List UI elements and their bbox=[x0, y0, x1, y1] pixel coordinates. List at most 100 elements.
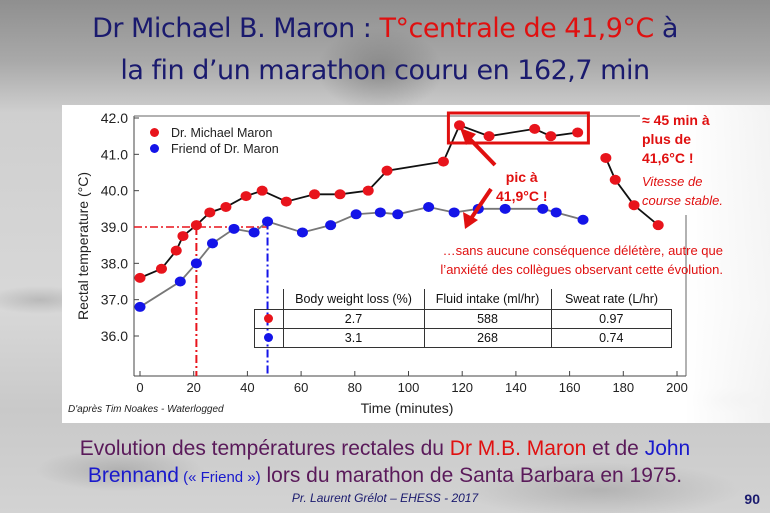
table-header-empty bbox=[255, 289, 284, 310]
annotation-line: pic à bbox=[505, 169, 538, 185]
friend-data-point bbox=[374, 207, 386, 218]
peak-annotation: pic à 41,9°C ! bbox=[496, 168, 548, 206]
maron-data-point bbox=[334, 189, 346, 200]
maron-data-point bbox=[529, 123, 541, 134]
annotation-line: Vitesse de bbox=[642, 174, 703, 189]
legend-item-maron: Dr. Michael Maron bbox=[150, 125, 279, 141]
maron-data-point bbox=[362, 185, 374, 196]
friend-data-point bbox=[448, 207, 460, 218]
caption-line-2: Brennand (« Friend ») lors du marathon d… bbox=[0, 462, 770, 491]
y-tick-label: 38.0 bbox=[101, 255, 128, 271]
friend-data-point bbox=[350, 209, 362, 220]
caption-text: Evolution des températures rectales du bbox=[79, 437, 450, 460]
table-header-row: Body weight loss (%) Fluid intake (ml/hr… bbox=[255, 289, 672, 310]
maron-data-point bbox=[628, 200, 640, 211]
friend-data-point bbox=[134, 301, 146, 312]
friend-data-point bbox=[392, 209, 404, 220]
title-line-1: Dr Michael B. Maron : T°centrale de 41,9… bbox=[0, 8, 770, 50]
title-highlight: T°centrale de 41,9°C bbox=[379, 13, 654, 44]
x-tick-label: 20 bbox=[186, 380, 200, 395]
maron-post-race-line bbox=[605, 157, 659, 226]
x-tick-label: 140 bbox=[505, 380, 527, 395]
annotation-line: plus de bbox=[642, 131, 692, 147]
table-cell: 2.7 bbox=[282, 309, 425, 329]
annotation-line: 41,9°C ! bbox=[496, 188, 548, 204]
y-axis-label: Rectal temperature (°C) bbox=[75, 172, 91, 320]
consequence-note: …sans aucune conséquence délétère, autre… bbox=[345, 241, 723, 279]
friend-data-point bbox=[262, 216, 274, 227]
maron-data-point bbox=[309, 189, 321, 200]
table-header: Body weight loss (%) bbox=[282, 289, 424, 310]
y-tick-label: 40.0 bbox=[101, 183, 128, 199]
title-text-end: à bbox=[653, 13, 679, 44]
friend-data-point bbox=[190, 258, 202, 269]
x-tick-label: 120 bbox=[451, 380, 473, 395]
annotation-line: ≈ 45 min à bbox=[642, 112, 710, 128]
friend-data-point bbox=[206, 238, 218, 249]
chart-panel bbox=[62, 105, 770, 423]
x-tick-label: 60 bbox=[294, 380, 308, 395]
caption-text: lors du marathon de Santa Barbara en 197… bbox=[260, 464, 683, 487]
maron-data-point bbox=[437, 156, 449, 167]
note-arrow-shaft bbox=[468, 187, 493, 222]
title-text: Dr Michael B. Maron : bbox=[92, 13, 380, 44]
table-cell: 0.74 bbox=[550, 328, 672, 348]
blue-dot-icon bbox=[150, 144, 159, 153]
maron-data-point bbox=[280, 196, 292, 207]
slide-title: Dr Michael B. Maron : T°centrale de 41,9… bbox=[0, 8, 770, 92]
maron-data-point bbox=[256, 185, 268, 196]
friend-data-point bbox=[174, 276, 186, 287]
annotation-line: l’anxiété des collègues observant cette … bbox=[440, 262, 723, 277]
y-tick-label: 41.0 bbox=[101, 146, 128, 162]
caption-line-1: Evolution des températures rectales du D… bbox=[0, 435, 770, 462]
table-cell: 0.97 bbox=[550, 309, 672, 329]
friend-data-point bbox=[228, 223, 240, 234]
speed-annotation: Vitesse de course stable. bbox=[642, 172, 723, 210]
x-tick-label: 40 bbox=[240, 380, 254, 395]
plateau-annotation: ≈ 45 min à plus de 41,6°C ! bbox=[642, 111, 710, 168]
x-tick-label: 100 bbox=[398, 380, 420, 395]
x-tick-label: 180 bbox=[612, 380, 634, 395]
table-row: 2.7 588 0.97 bbox=[254, 309, 672, 329]
maron-data-point bbox=[609, 174, 621, 185]
table-cell: 268 bbox=[423, 328, 552, 348]
red-dot-icon bbox=[264, 314, 274, 323]
maron-data-point bbox=[134, 272, 146, 283]
source-credit: D'après Tim Noakes - Waterlogged bbox=[68, 404, 224, 415]
x-tick-label: 0 bbox=[136, 380, 143, 395]
plateau-highlight-box bbox=[446, 111, 590, 145]
legend: Dr. Michael Maron Friend of Dr. Maron bbox=[150, 125, 279, 157]
footer-credit: Pr. Laurent Grélot – EHESS - 2017 bbox=[291, 491, 479, 505]
table-row-marker bbox=[254, 328, 284, 348]
friend-data-point bbox=[499, 203, 511, 214]
peak-arrow-shaft bbox=[464, 133, 497, 167]
caption-text: et de bbox=[586, 437, 645, 460]
page-number: 90 bbox=[744, 491, 760, 507]
table-header: Sweat rate (L/hr) bbox=[550, 289, 672, 310]
x-tick-label: 160 bbox=[559, 380, 581, 395]
title-line-2: la fin d’un marathon couru en 162,7 min bbox=[120, 55, 650, 86]
caption-friend-note: (« Friend ») bbox=[178, 469, 261, 486]
maron-data-point bbox=[220, 202, 232, 213]
y-tick-label: 42.0 bbox=[101, 110, 128, 126]
maron-data-point bbox=[177, 231, 189, 242]
y-tick-label: 37.0 bbox=[101, 292, 128, 308]
legend-item-friend: Friend of Dr. Maron bbox=[150, 141, 279, 157]
caption-blue-name: Brennand bbox=[87, 464, 179, 487]
maron-data-point bbox=[204, 207, 216, 218]
peak-arrowhead-icon bbox=[460, 128, 476, 145]
x-tick-label: 80 bbox=[348, 380, 362, 395]
slide-caption: Evolution des températures rectales du D… bbox=[0, 435, 770, 491]
maron-data-point bbox=[483, 131, 495, 142]
maron-data-point bbox=[170, 245, 182, 256]
friend-data-point bbox=[423, 202, 435, 213]
table-cell: 588 bbox=[423, 309, 552, 329]
annotation-line: 41,6°C ! bbox=[642, 150, 694, 166]
maron-data-point bbox=[454, 120, 466, 131]
friend-data-point bbox=[550, 207, 562, 218]
friend-data-point bbox=[248, 227, 260, 238]
maron-data-point bbox=[240, 191, 252, 202]
maron-data-point bbox=[600, 152, 612, 163]
friend-data-point bbox=[537, 203, 549, 214]
